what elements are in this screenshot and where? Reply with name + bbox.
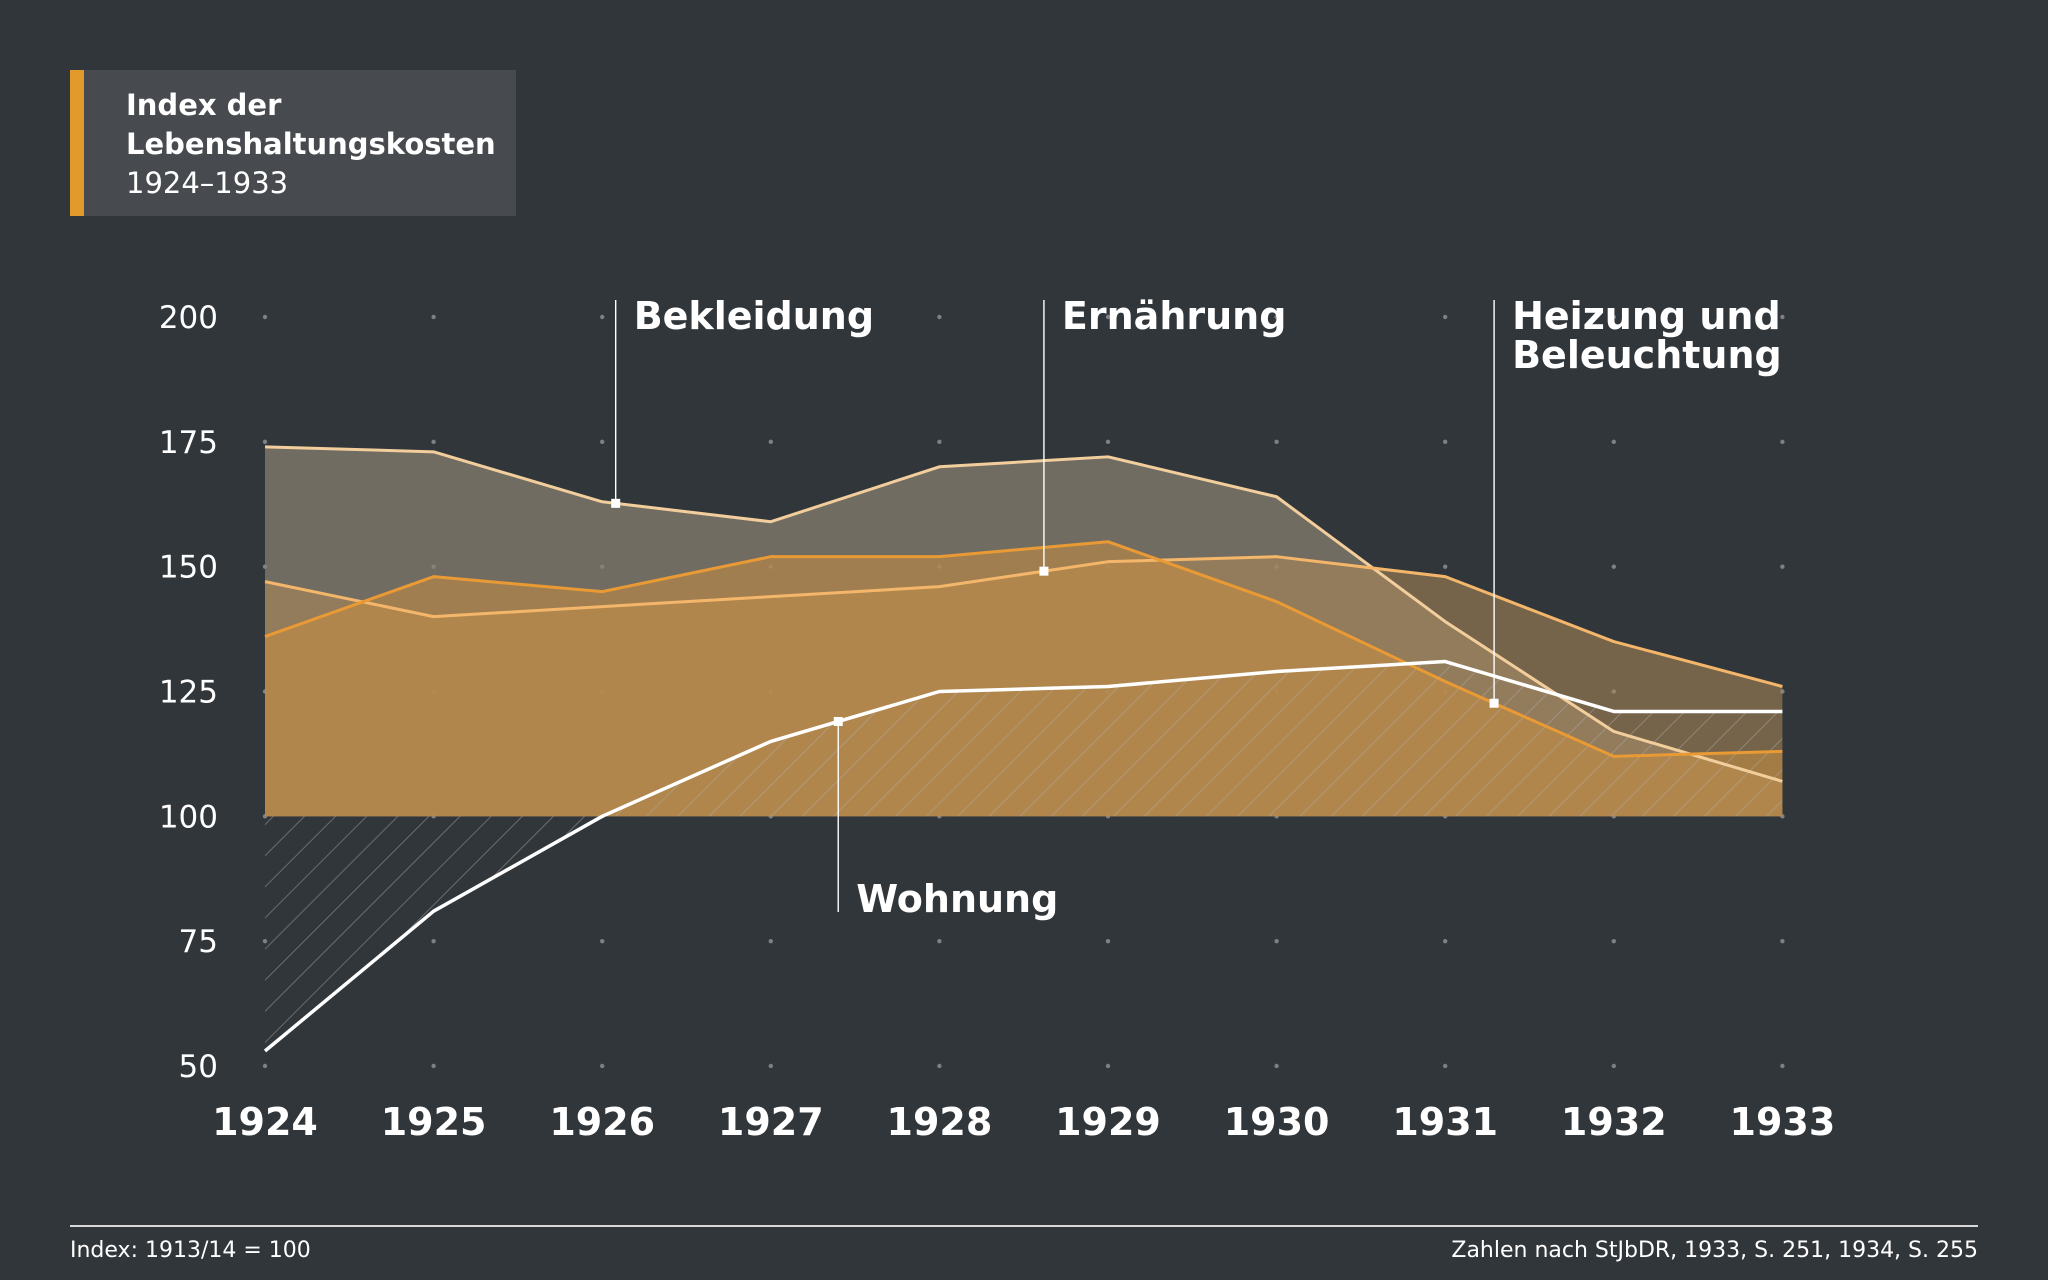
marker-ernaehrung (1039, 566, 1049, 576)
grid-dot (1105, 314, 1111, 320)
chart-title-line-1: Index der (126, 88, 282, 122)
series-label-heizung-und-beleuchtung: Beleuchtung (1512, 333, 1782, 377)
grid-dot (1780, 1063, 1785, 1069)
x-tick-label: 1931 (1392, 1100, 1498, 1144)
series-label-ernaehrung: Ernährung (1062, 294, 1287, 338)
grid-dot (1780, 314, 1785, 320)
x-tick-label: 1930 (1224, 1100, 1330, 1144)
footer-source: Zahlen nach StJbDR, 1933, S. 251, 1934, … (1451, 1238, 1978, 1263)
grid-dot (600, 1063, 605, 1069)
y-tick-label: 100 (159, 799, 218, 835)
grid-dot (1611, 314, 1617, 320)
line-wohnung (263, 659, 1783, 1053)
grid-dot (1105, 439, 1111, 445)
grid-dot (600, 314, 605, 320)
area-wohnung (265, 661, 1783, 1052)
series-label-heizung-und-beleuchtung: Heizung und (1512, 294, 1781, 338)
marker-bekleidung (611, 498, 621, 508)
grid-dot (1443, 564, 1448, 569)
grid-dot (431, 439, 436, 445)
y-tick-label: 175 (159, 425, 218, 461)
grid-dot (1780, 564, 1785, 569)
grid-dot (1780, 439, 1785, 445)
grid-dot (937, 938, 942, 944)
y-tick-label: 50 (179, 1049, 218, 1085)
grid-dot (1443, 439, 1448, 445)
grid-dot (937, 314, 942, 320)
grid-dot (431, 314, 436, 320)
x-tick-label: 1924 (212, 1100, 318, 1144)
grid-dot (431, 1063, 436, 1069)
grid-dot (768, 938, 773, 944)
x-tick-label: 1932 (1561, 1100, 1667, 1144)
series-label-wohnung: Wohnung (856, 877, 1058, 921)
grid-dot (600, 439, 605, 445)
chart-subtitle: 1924–1933 (126, 166, 289, 200)
line-ernaehrung (264, 555, 1783, 688)
line-bekleidung (264, 445, 1783, 783)
grid-dot (431, 938, 436, 944)
x-tick-label: 1926 (549, 1100, 655, 1144)
grid-dot (768, 1063, 773, 1069)
grid-dot (1105, 1063, 1111, 1069)
x-tick-label: 1928 (887, 1100, 993, 1144)
grid-dot (1780, 938, 1785, 944)
y-tick-label: 200 (159, 300, 218, 336)
line-layer (263, 445, 1783, 1053)
x-tick-label: 1927 (718, 1100, 824, 1144)
grid-dot (937, 439, 942, 445)
line-heizung-und-beleuchtung (264, 540, 1783, 758)
chart-title-box: Index der Lebenshaltungskosten 1924–1933 (70, 70, 516, 216)
grid-dot (1105, 938, 1111, 944)
series-label-bekleidung: Bekleidung (634, 294, 874, 338)
y-tick-label: 150 (159, 550, 218, 586)
area-layer (265, 446, 1783, 1052)
marker-heizung-und-beleuchtung (1489, 698, 1499, 708)
grid-dot (1443, 938, 1448, 944)
grid-dot (262, 1063, 268, 1069)
grid-dot (1611, 1063, 1617, 1069)
grid-dot (937, 1063, 942, 1069)
x-tick-label: 1933 (1730, 1100, 1836, 1144)
grid-dot (768, 439, 773, 445)
footer-divider (70, 1225, 1978, 1227)
area-chart: Bekleidung Ernährung Heizung undBeleuchtun… (159, 294, 1835, 1144)
grid-dot (768, 314, 773, 320)
grid-dot (1274, 1063, 1279, 1069)
label-layer: Bekleidung Ernährung Heizung undBeleuchtun… (611, 294, 1782, 921)
grid-dot (1274, 314, 1279, 320)
grid-dot (1443, 314, 1448, 320)
grid-dot (1274, 439, 1279, 445)
grid-dot (1274, 938, 1279, 944)
grid-dot (1611, 564, 1617, 569)
y-tick-label: 75 (179, 924, 218, 960)
marker-wohnung (833, 716, 843, 726)
grid-dot (1443, 1063, 1448, 1069)
x-tick-label: 1929 (1055, 1100, 1161, 1144)
grid-dot (600, 938, 605, 944)
y-tick-label: 125 (159, 675, 218, 711)
grid-dot (262, 439, 268, 445)
chart-title-line-2: Lebenshaltungskosten (126, 127, 496, 161)
footer-index-note: Index: 1913/14 = 100 (70, 1238, 311, 1263)
grid-dot (1611, 439, 1617, 445)
grid-dot (262, 314, 268, 320)
axis-layer: 50 75 100 125 150 175 200 1924 1925 1926 1927 1928 1… (159, 300, 1835, 1144)
x-tick-label: 1925 (381, 1100, 487, 1144)
grid-dot (1611, 938, 1617, 944)
